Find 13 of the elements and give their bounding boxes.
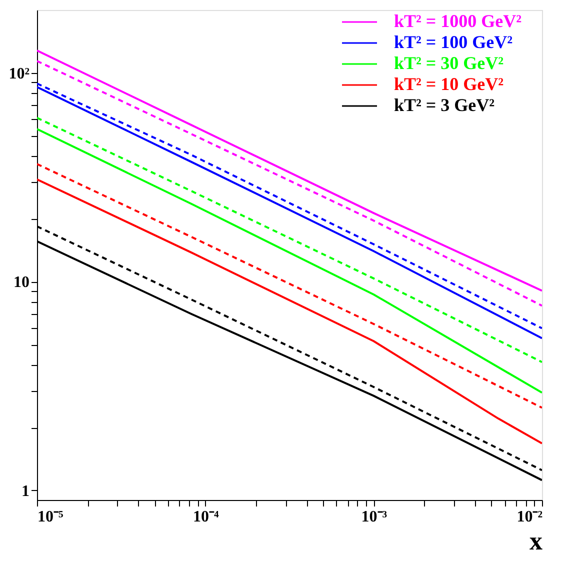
x-tick-label: 10⁻⁵ bbox=[38, 508, 64, 526]
legend-label: kT² = 30 GeV² bbox=[394, 53, 504, 73]
x-axis-title: x bbox=[530, 526, 542, 556]
legend-label: kT² = 3 GeV² bbox=[394, 95, 495, 115]
legend-label: kT² = 100 GeV² bbox=[394, 32, 513, 52]
y-tick-label: 10² bbox=[8, 65, 30, 82]
x-tick-label: 10⁻³ bbox=[361, 508, 388, 526]
x-tick-label: 10⁻² bbox=[516, 508, 543, 526]
x-tick-label: 10⁻⁴ bbox=[192, 508, 219, 526]
y-tick-label: 10 bbox=[14, 274, 30, 292]
y-tick-label: 1 bbox=[22, 482, 30, 500]
legend-label: kT² = 10 GeV² bbox=[394, 74, 504, 94]
legend-label: kT² = 1000 GeV² bbox=[394, 11, 522, 31]
